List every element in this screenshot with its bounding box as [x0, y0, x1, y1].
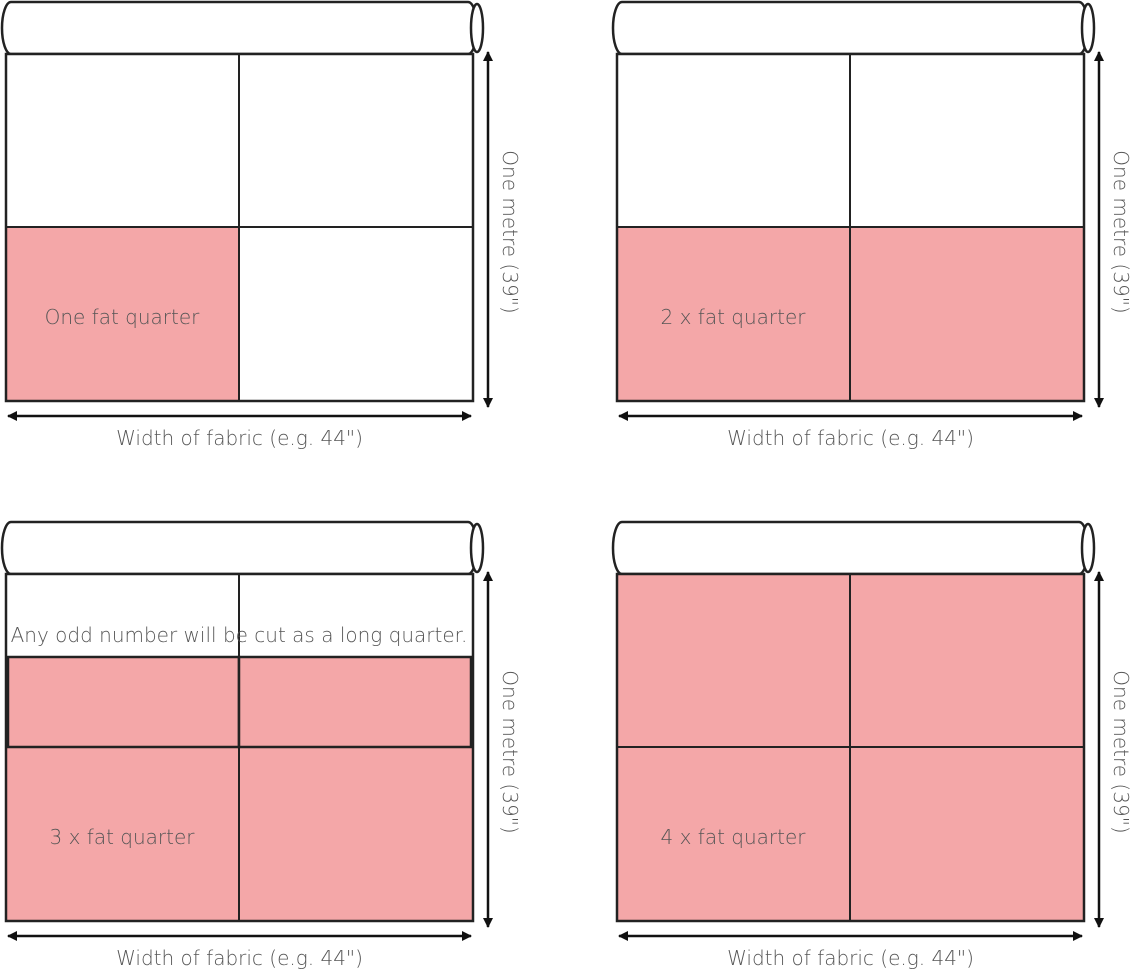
- quadrant-label: 4 x fat quarter: [661, 825, 807, 849]
- width-label: Width of fabric (e.g. 44"): [116, 426, 363, 450]
- quadrant-top-left: [616, 53, 851, 228]
- quadrant-bottom-right: [849, 226, 1085, 402]
- quadrant-bottom-left: [616, 746, 851, 922]
- quadrant-bottom-left: [5, 226, 240, 402]
- quadrant-bottom-right: [238, 226, 474, 402]
- quadrant-label: One fat quarter: [45, 305, 201, 329]
- length-label: One metre (39"): [1109, 670, 1133, 833]
- fabric-roll-end: [469, 2, 485, 54]
- quadrant-top-left: [5, 53, 240, 228]
- fabric-roll: [611, 520, 1090, 576]
- quadrant-label: 2 x fat quarter: [661, 305, 807, 329]
- fabric-outline: [4, 572, 475, 923]
- fabric-outline: [615, 52, 1086, 403]
- fabric-outline: [615, 572, 1086, 923]
- quadrant-label: 3 x fat quarter: [50, 825, 196, 849]
- quadrant-top-right: [849, 573, 1085, 748]
- length-label: One metre (39"): [1109, 150, 1133, 313]
- panel-one: One fat quarter Width of fabric (e.g. 44"…: [0, 0, 522, 450]
- quadrant-top-right: [238, 53, 474, 228]
- length-label: One metre (39"): [498, 150, 522, 313]
- width-label: Width of fabric (e.g. 44"): [727, 426, 974, 450]
- fabric-roll: [0, 0, 479, 56]
- panel-two: 2 x fat quarter Width of fabric (e.g. 44"…: [611, 0, 1133, 450]
- quadrant-top-right: [849, 53, 1085, 228]
- quadrant-bottom-right: [238, 746, 474, 922]
- fabric-roll: [0, 520, 479, 576]
- fabric-roll-end: [1080, 522, 1096, 574]
- quadrant-top-left: [616, 573, 851, 748]
- fabric-outline: [4, 52, 475, 403]
- panel-four: 4 x fat quarter Width of fabric (e.g. 44"…: [611, 520, 1133, 970]
- width-label: Width of fabric (e.g. 44"): [116, 946, 363, 970]
- fabric-roll-end: [469, 522, 485, 574]
- width-label: Width of fabric (e.g. 44"): [727, 946, 974, 970]
- fabric-roll: [611, 0, 1090, 56]
- long-quarter-note: Any odd number will be cut as a long qua…: [11, 623, 468, 647]
- fabric-roll-end: [1080, 2, 1096, 54]
- long-quarter-left: [6, 655, 241, 749]
- quadrant-bottom-left: [5, 746, 240, 922]
- long-quarter-right: [237, 655, 473, 749]
- panel-three: 3 x fat quarter Any odd number will be cu…: [0, 520, 522, 970]
- length-label: One metre (39"): [498, 670, 522, 833]
- quadrant-bottom-right: [849, 746, 1085, 922]
